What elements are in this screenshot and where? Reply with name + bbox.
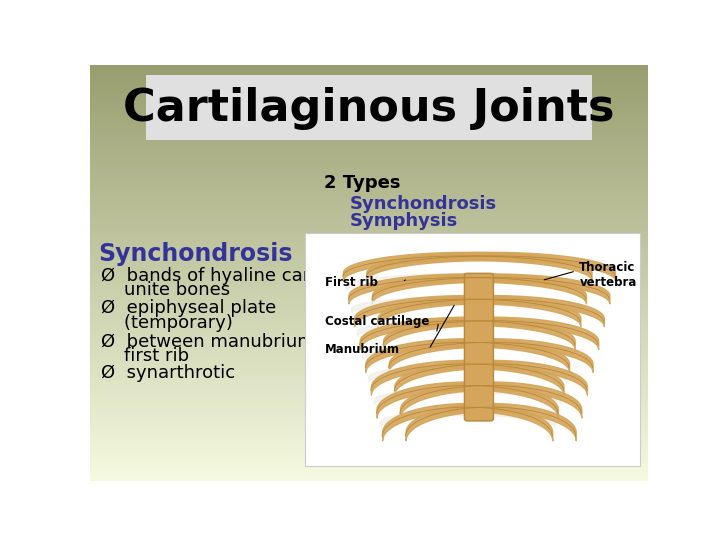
FancyBboxPatch shape xyxy=(305,233,639,466)
Text: unite bones: unite bones xyxy=(101,281,230,299)
Text: Manubrium: Manubrium xyxy=(325,343,400,356)
FancyBboxPatch shape xyxy=(145,75,593,140)
Text: Thoracic
vertebra: Thoracic vertebra xyxy=(580,261,636,289)
Text: Symphysis: Symphysis xyxy=(349,212,458,230)
Text: Synchondrosis: Synchondrosis xyxy=(349,195,497,213)
Text: Costal cartilage: Costal cartilage xyxy=(325,315,429,328)
Text: Ø  synarthrotic: Ø synarthrotic xyxy=(101,364,235,382)
Text: Cartilaginous Joints: Cartilaginous Joints xyxy=(123,87,615,130)
Text: (temporary): (temporary) xyxy=(101,314,233,332)
Text: 2 Types: 2 Types xyxy=(324,174,401,192)
Text: First rib: First rib xyxy=(325,275,378,288)
Text: first rib: first rib xyxy=(101,347,189,365)
FancyBboxPatch shape xyxy=(464,273,493,421)
Text: Ø  bands of hyaline cartilage: Ø bands of hyaline cartilage xyxy=(101,267,361,285)
Text: Ø  epiphyseal plate: Ø epiphyseal plate xyxy=(101,299,276,317)
Text: Synchondrosis: Synchondrosis xyxy=(99,242,293,266)
Text: Ø  between manubrium and: Ø between manubrium and xyxy=(101,332,354,350)
